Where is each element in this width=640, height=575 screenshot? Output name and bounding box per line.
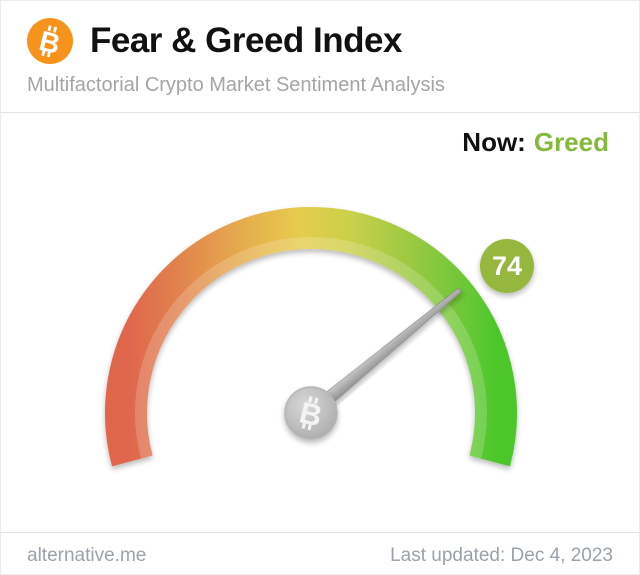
status-classification: Greed	[533, 127, 609, 157]
footer-divider	[1, 532, 639, 533]
gauge-value: 74	[492, 251, 522, 281]
header-divider	[1, 112, 639, 113]
footer-last-updated: Last updated: Dec 4, 2023	[390, 545, 613, 566]
gauge-arc	[105, 207, 517, 467]
header: B Fear & Greed Index	[1, 1, 639, 64]
gauge-value-badge: 74	[480, 239, 534, 293]
footer-site: alternative.me	[27, 545, 147, 566]
gauge: B 74	[105, 207, 534, 467]
footer: alternative.me Last updated: Dec 4, 2023	[1, 533, 639, 567]
current-status: Now: Greed	[1, 127, 639, 157]
subtitle: Multifactorial Crypto Market Sentiment A…	[27, 74, 445, 96]
now-label: Now:	[462, 127, 526, 157]
page-title: Fear & Greed Index	[90, 21, 402, 60]
gauge-hub: B	[284, 386, 338, 440]
bitcoin-icon: B	[27, 18, 73, 64]
